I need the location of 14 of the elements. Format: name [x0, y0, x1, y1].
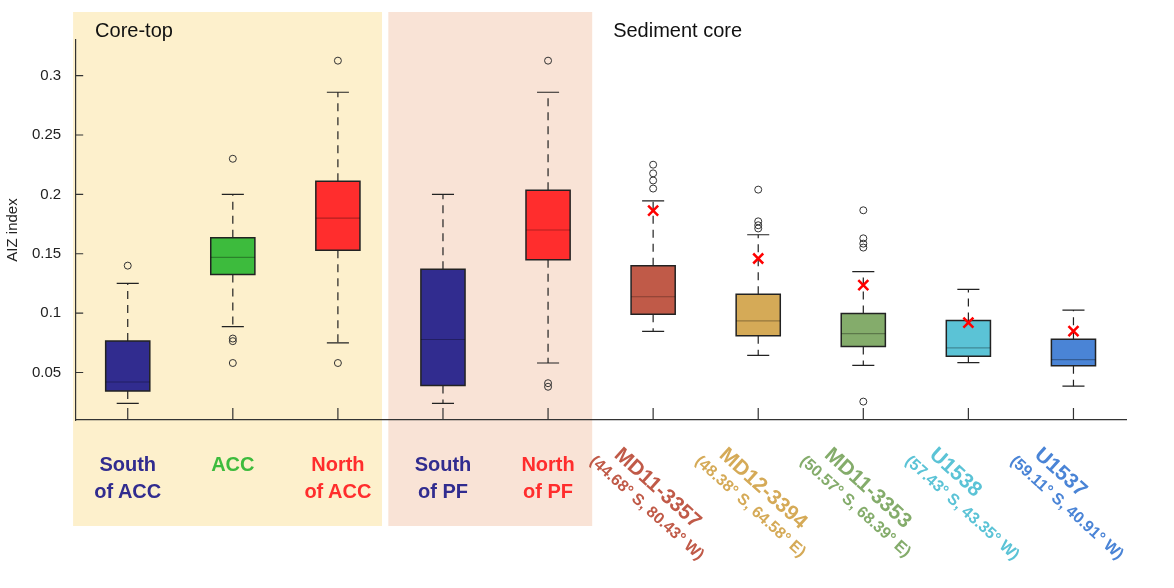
- y-tick-label: 0.05: [31, 362, 62, 380]
- x-tick-label: South of PF: [414, 452, 472, 502]
- y-tick-label: 0.25: [31, 125, 62, 143]
- x-tick-label: South of ACC: [94, 452, 162, 502]
- y-tick-label: 0.1: [40, 303, 62, 321]
- y-tick-label: 0.3: [40, 65, 62, 83]
- y-axis-title: AIZ index: [3, 197, 21, 262]
- x-tick-label: North of ACC: [304, 452, 372, 502]
- x-tick-label: ACC: [211, 452, 255, 475]
- band-label: Core-top: [95, 18, 173, 41]
- y-tick-label: 0.2: [40, 184, 62, 202]
- x-tick-label: North of PF: [521, 452, 575, 502]
- annotation: Sediment core: [613, 18, 743, 41]
- y-tick-label: 0.15: [31, 243, 62, 261]
